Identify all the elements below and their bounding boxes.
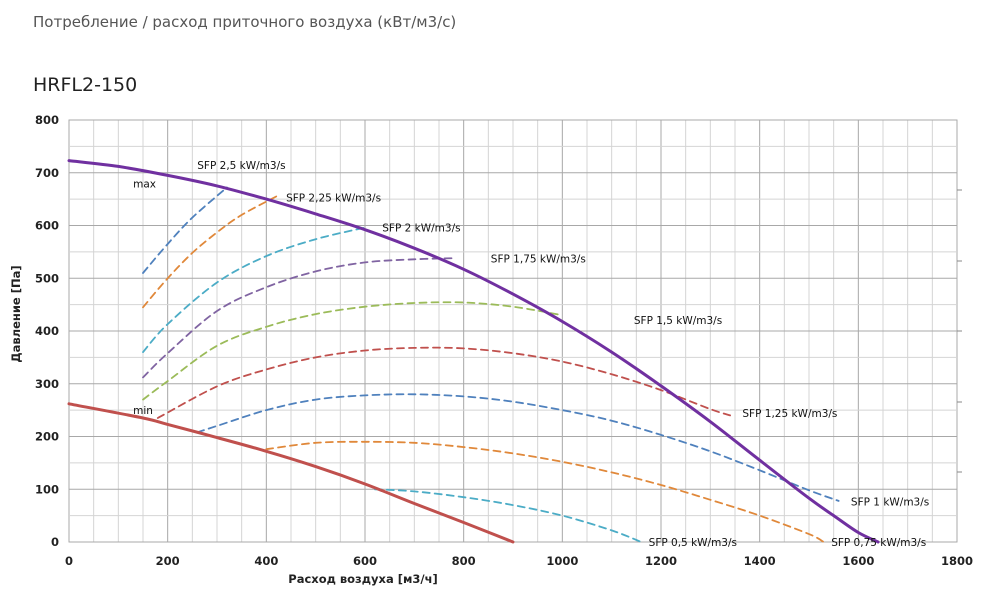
x-tick-label: 1200 bbox=[645, 554, 677, 568]
series-sfp-2-kw-m3-s bbox=[142, 226, 366, 353]
y-tick-labels: 0 100 200 300 400 500 600 700 800 bbox=[35, 113, 59, 549]
y-tick-label: 200 bbox=[35, 430, 59, 444]
series-sfp-1-5-kw-m3-s bbox=[142, 301, 564, 401]
y-tick-label: 400 bbox=[35, 324, 59, 338]
grid bbox=[68, 119, 958, 543]
y-tick-label: 100 bbox=[35, 482, 59, 496]
right-axis-ticks bbox=[957, 189, 962, 473]
series-sfp-1-75-kw-m3-s bbox=[142, 257, 455, 379]
annotation-label: SFP 1,25 kW/m3/s bbox=[742, 408, 837, 420]
page-header: Потребление / расход приточного воздуха … bbox=[33, 13, 457, 31]
y-tick-label: 600 bbox=[35, 219, 59, 233]
series-max bbox=[67, 159, 880, 544]
x-tick-label: 1800 bbox=[941, 554, 973, 568]
x-tick-label: 0 bbox=[65, 554, 73, 568]
series-group bbox=[67, 159, 880, 544]
series-min bbox=[67, 402, 515, 544]
x-tick-label: 800 bbox=[452, 554, 476, 568]
x-tick-label: 1400 bbox=[744, 554, 776, 568]
x-tick-labels: 0 200 400 600 800 1000 1200 1400 1600 1800 bbox=[65, 554, 973, 568]
annotation-label: SFP 2,5 kW/m3/s bbox=[197, 160, 285, 172]
y-axis-label: Давление [Па] bbox=[9, 265, 23, 362]
x-axis-label: Расход воздуха [м3/ч] bbox=[288, 572, 437, 586]
annotations: max min SFP 2,5 kW/m3/s SFP 2,25 kW/m3/s SFP… bbox=[133, 160, 929, 549]
annotation-label: SFP 0,5 kW/m3/s bbox=[649, 537, 737, 549]
y-tick-label: 700 bbox=[35, 166, 59, 180]
x-tick-label: 1000 bbox=[546, 554, 578, 568]
annotation-label: SFP 1,75 kW/m3/s bbox=[491, 254, 586, 266]
annotation-label: SFP 2,25 kW/m3/s bbox=[286, 193, 381, 205]
series-sfp-2-5-kw-m3-s bbox=[142, 186, 228, 274]
series-sfp-0-75-kw-m3-s bbox=[265, 440, 825, 543]
series-sfp-1-25-kw-m3-s bbox=[156, 346, 731, 419]
annotation-label: SFP 1,5 kW/m3/s bbox=[634, 315, 722, 327]
x-tick-label: 1600 bbox=[842, 554, 874, 568]
x-tick-label: 600 bbox=[353, 554, 377, 568]
chart-title: HRFL2-150 bbox=[33, 74, 138, 96]
y-tick-label: 800 bbox=[35, 113, 59, 127]
series-sfp-2-25-kw-m3-s bbox=[142, 195, 278, 309]
annotation-label: SFP 1 kW/m3/s bbox=[851, 496, 929, 508]
x-tick-label: 200 bbox=[156, 554, 180, 568]
annotation-label: max bbox=[133, 178, 156, 190]
annotation-label: SFP 0,75 kW/m3/s bbox=[831, 537, 926, 549]
y-tick-label: 300 bbox=[35, 377, 59, 391]
annotation-label: min bbox=[133, 405, 153, 417]
y-tick-label: 500 bbox=[35, 271, 59, 285]
y-tick-label: 0 bbox=[51, 535, 59, 549]
annotation-label: SFP 2 kW/m3/s bbox=[382, 223, 460, 235]
series-sfp-1-kw-m3-s bbox=[196, 393, 840, 502]
series-sfp-0-5-kw-m3-s bbox=[374, 488, 643, 543]
x-tick-label: 400 bbox=[254, 554, 278, 568]
